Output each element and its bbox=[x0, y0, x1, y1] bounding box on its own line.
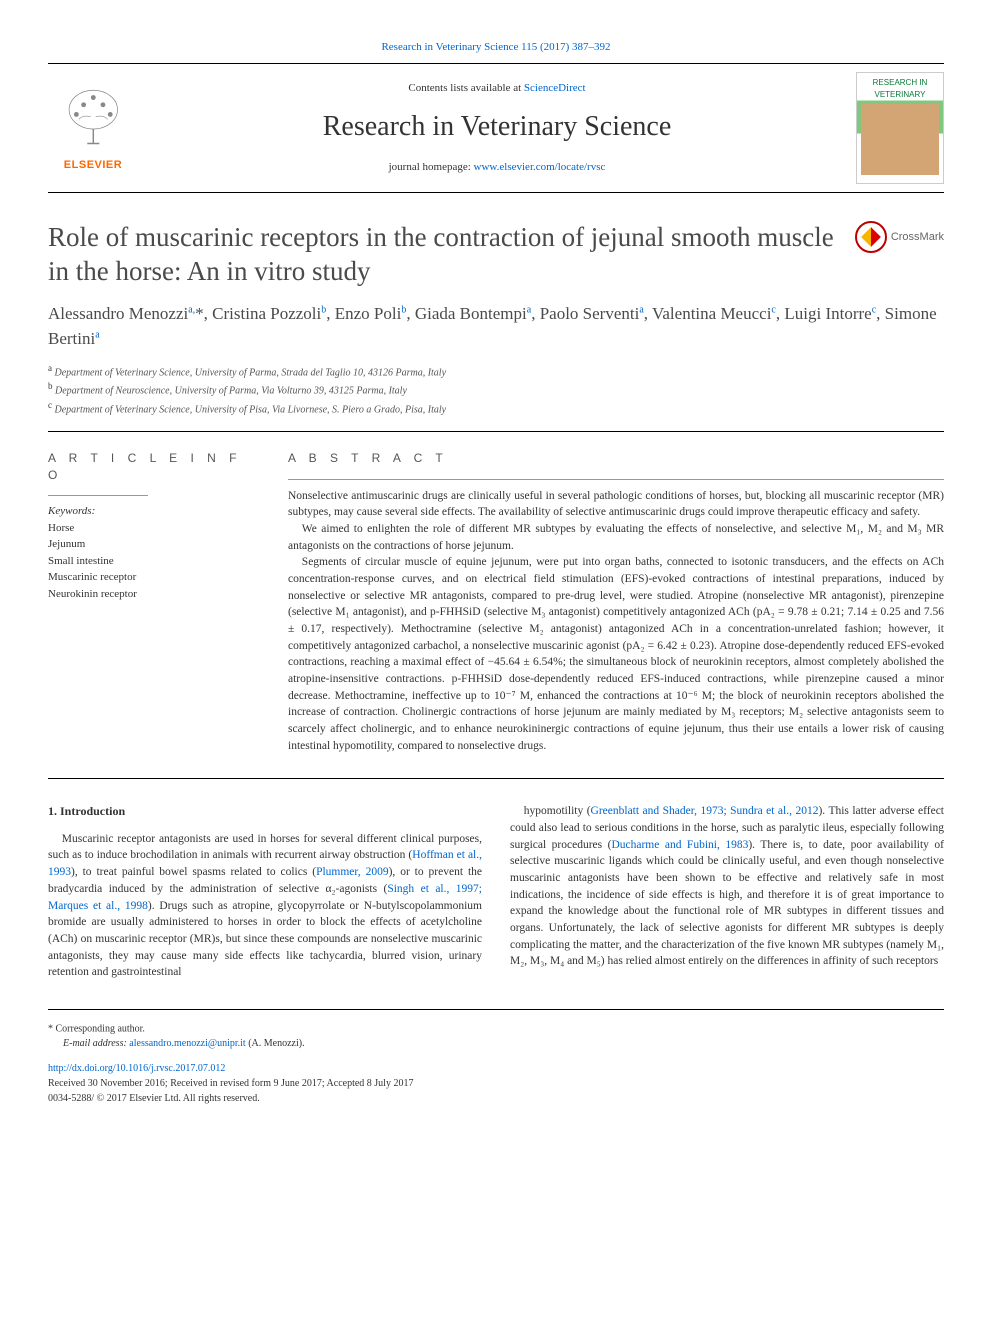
keywords-label: Keywords: bbox=[48, 504, 248, 519]
journal-name: Research in Veterinary Science bbox=[138, 107, 856, 146]
keyword-item: Jejunum bbox=[48, 536, 248, 553]
crossmark-badge[interactable]: CrossMark bbox=[855, 221, 944, 253]
contents-line: Contents lists available at ScienceDirec… bbox=[138, 81, 856, 96]
corr-email-link[interactable]: alessandro.menozzi@unipr.it bbox=[129, 1038, 245, 1049]
keyword-item: Muscarinic receptor bbox=[48, 569, 248, 586]
body-column-right: hypomotility (Greenblatt and Shader, 197… bbox=[510, 803, 944, 980]
article-info-heading: A R T I C L E I N F O bbox=[48, 450, 248, 484]
keywords-list: HorseJejunumSmall intestineMuscarinic re… bbox=[48, 520, 248, 603]
top-citation-link[interactable]: Research in Veterinary Science 115 (2017… bbox=[381, 41, 610, 53]
crossmark-icon bbox=[855, 221, 887, 253]
footer: * Corresponding author. E-mail address: … bbox=[48, 1009, 944, 1106]
elsevier-name: ELSEVIER bbox=[64, 158, 122, 173]
intro-para-2: hypomotility (Greenblatt and Shader, 197… bbox=[510, 803, 944, 970]
doi-link[interactable]: http://dx.doi.org/10.1016/j.rvsc.2017.07… bbox=[48, 1063, 225, 1074]
homepage-line: journal homepage: www.elsevier.com/locat… bbox=[138, 160, 856, 175]
abstract-paragraph: We aimed to enlighten the role of differ… bbox=[288, 521, 944, 554]
body-column-left: 1. Introduction Muscarinic receptor anta… bbox=[48, 803, 482, 980]
intro-para-1: Muscarinic receptor antagonists are used… bbox=[48, 831, 482, 981]
abstract-text: Nonselective antimuscarinic drugs are cl… bbox=[288, 488, 944, 755]
journal-header: ELSEVIER Contents lists available at Sci… bbox=[48, 63, 944, 193]
intro-heading: 1. Introduction bbox=[48, 803, 482, 820]
authors-list: Alessandro Menozzia,*, Cristina Pozzolib… bbox=[48, 301, 944, 352]
abstract-paragraph: Nonselective antimuscarinic drugs are cl… bbox=[288, 488, 944, 521]
journal-cover: RESEARCH INVETERINARY bbox=[856, 72, 944, 184]
sciencedirect-link[interactable]: ScienceDirect bbox=[524, 82, 586, 94]
article-title: Role of muscarinic receptors in the cont… bbox=[48, 221, 839, 289]
keyword-item: Neurokinin receptor bbox=[48, 586, 248, 603]
abstract-heading: A B S T R A C T bbox=[288, 450, 944, 467]
abstract-paragraph: Segments of circular muscle of equine je… bbox=[288, 554, 944, 754]
affiliations: a Department of Veterinary Science, Univ… bbox=[48, 362, 944, 417]
elsevier-logo: ELSEVIER bbox=[48, 83, 138, 173]
keyword-item: Horse bbox=[48, 520, 248, 537]
homepage-link[interactable]: www.elsevier.com/locate/rvsc bbox=[474, 161, 606, 173]
top-citation: Research in Veterinary Science 115 (2017… bbox=[48, 40, 944, 55]
keyword-item: Small intestine bbox=[48, 553, 248, 570]
elsevier-tree-icon bbox=[57, 83, 130, 156]
